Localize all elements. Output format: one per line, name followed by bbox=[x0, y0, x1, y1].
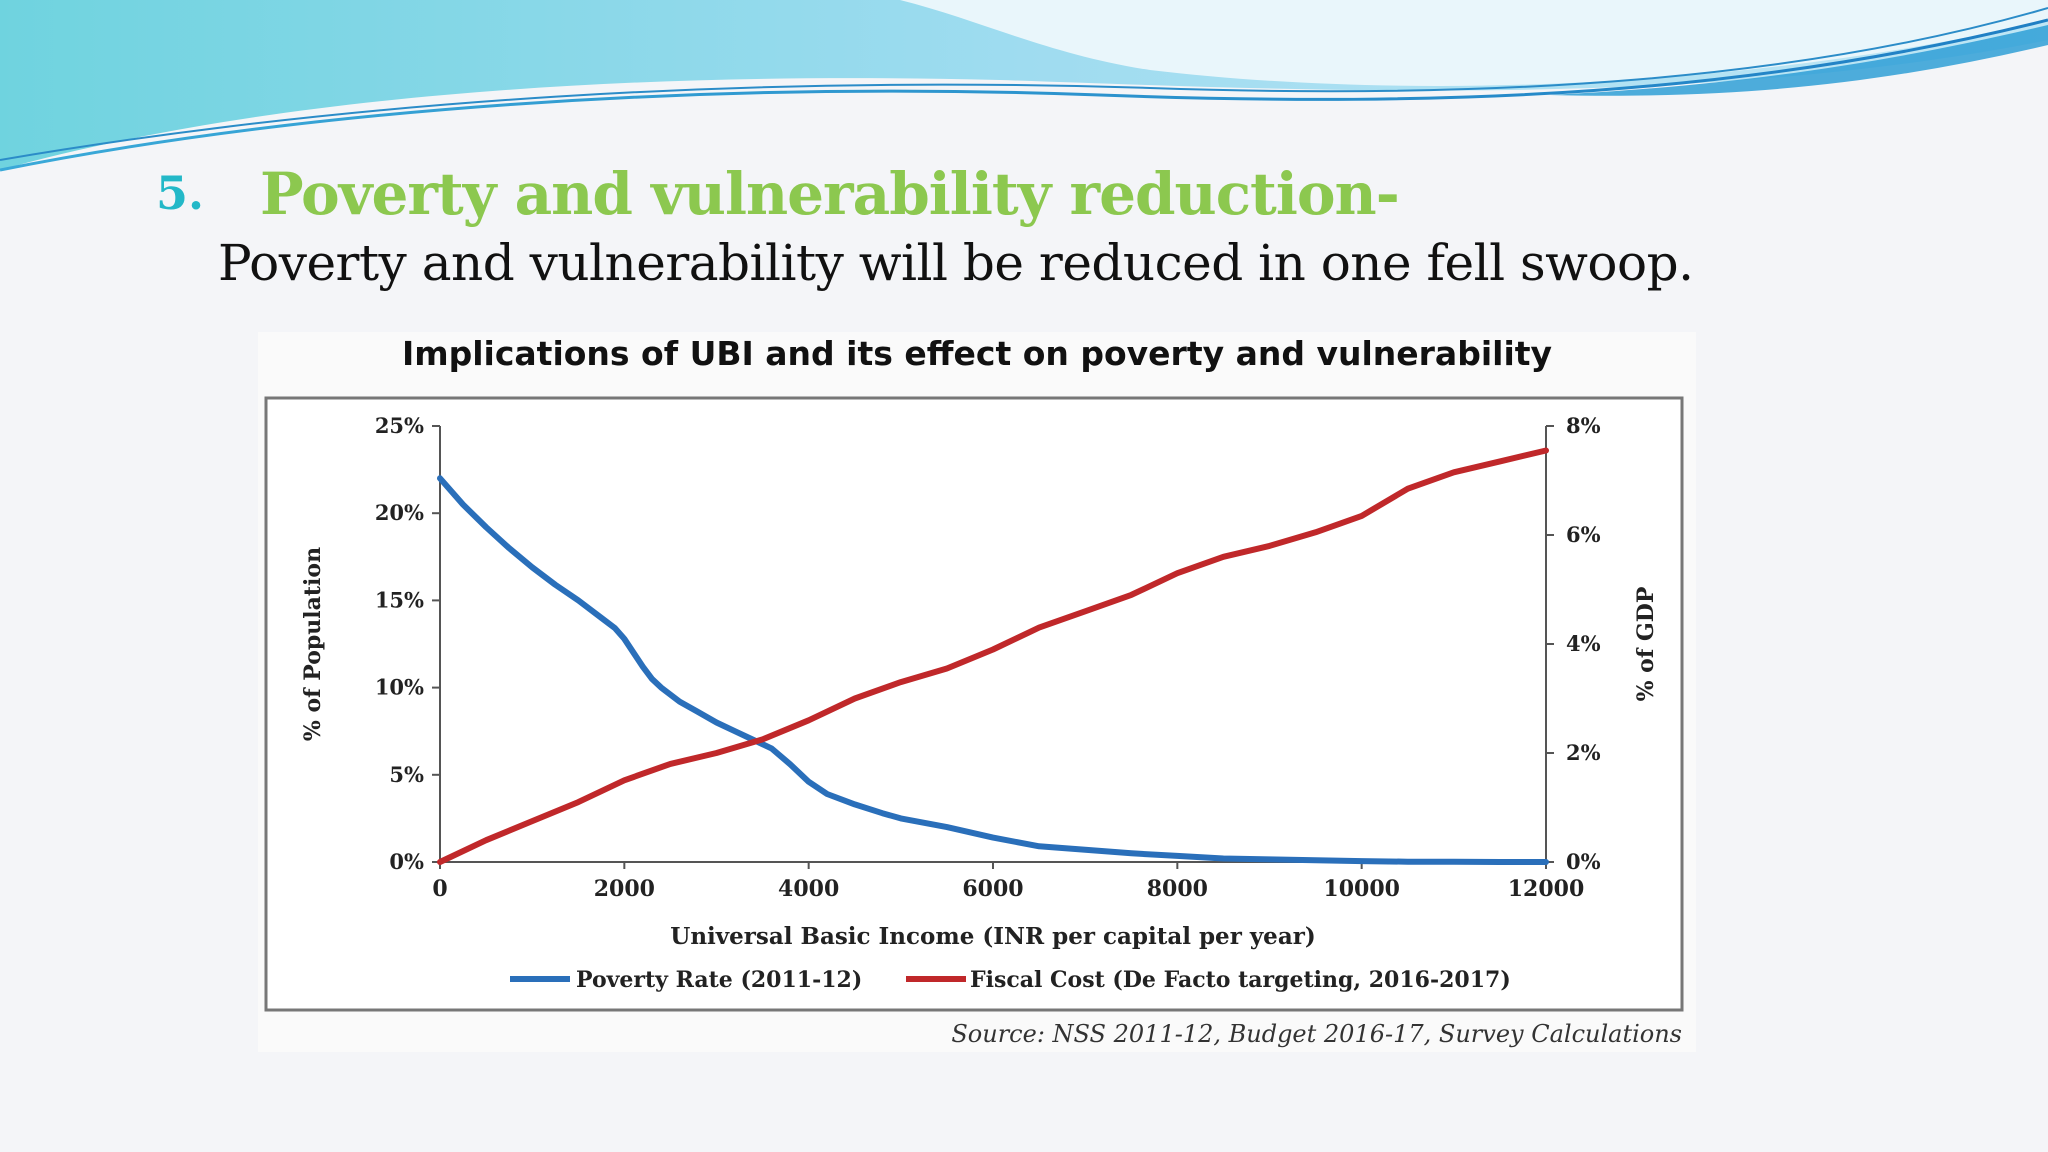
legend: Poverty Rate (2011-12) Fiscal Cost (De F… bbox=[510, 967, 1511, 993]
left-y-ticks: 0% 5% 10% 15% 20% 25% bbox=[375, 413, 440, 874]
right-y-axis-label: % of GDP bbox=[1633, 587, 1659, 702]
chart: Implications of UBI and its effect on po… bbox=[264, 334, 1684, 1048]
right-y-tick-label: 0% bbox=[1566, 849, 1601, 874]
slide-subtitle: Poverty and vulnerability will be reduce… bbox=[218, 234, 1694, 292]
series-layer bbox=[437, 447, 1549, 865]
legend-label-fiscal: Fiscal Cost (De Facto targeting, 2016-20… bbox=[970, 967, 1511, 993]
chart-frame bbox=[264, 396, 1684, 1012]
left-y-axis-label: % of Population bbox=[300, 547, 326, 741]
left-y-tick-label: 20% bbox=[375, 500, 424, 525]
legend-label-poverty: Poverty Rate (2011-12) bbox=[576, 967, 862, 993]
chart-source: Source: NSS 2011-12, Budget 2016-17, Sur… bbox=[951, 1020, 1682, 1048]
chart-title: Implications of UBI and its effect on po… bbox=[402, 334, 1552, 373]
right-y-tick-label: 8% bbox=[1566, 413, 1601, 438]
x-tick-label: 8000 bbox=[1147, 876, 1208, 902]
x-tick-label: 6000 bbox=[962, 876, 1023, 902]
left-y-tick-label: 5% bbox=[389, 762, 424, 787]
x-ticks: 0 2000 4000 6000 8000 10000 12000 bbox=[432, 862, 1584, 902]
x-tick-label: 0 bbox=[432, 876, 447, 902]
left-y-tick-label: 0% bbox=[389, 849, 424, 874]
fiscal-cost-line bbox=[437, 447, 1549, 865]
x-axis-label: Universal Basic Income (INR per capital … bbox=[670, 923, 1315, 950]
chart-figure: Implications of UBI and its effect on po… bbox=[258, 332, 1696, 1052]
left-y-tick-label: 25% bbox=[375, 413, 424, 438]
right-y-tick-label: 4% bbox=[1566, 631, 1601, 656]
right-y-tick-label: 2% bbox=[1566, 740, 1601, 765]
x-tick-label: 12000 bbox=[1508, 876, 1585, 902]
heading-title: Poverty and vulnerability reduction- bbox=[260, 160, 1400, 228]
x-tick-label: 10000 bbox=[1323, 876, 1400, 902]
left-y-tick-label: 10% bbox=[375, 675, 424, 700]
x-tick-label: 4000 bbox=[778, 876, 839, 902]
poverty-rate-line bbox=[437, 475, 1549, 865]
heading-number: 5. bbox=[156, 166, 205, 220]
right-y-ticks: 0% 2% 4% 6% 8% bbox=[1546, 413, 1601, 874]
x-tick-label: 2000 bbox=[594, 876, 655, 902]
left-y-tick-label: 15% bbox=[375, 587, 424, 612]
right-y-tick-label: 6% bbox=[1566, 522, 1601, 547]
